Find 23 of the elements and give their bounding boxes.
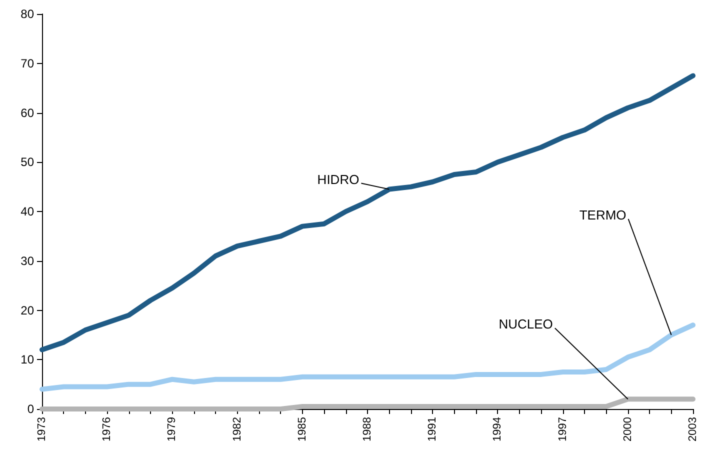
y-tick-label: 30 bbox=[20, 254, 34, 268]
y-tick-label: 0 bbox=[27, 402, 34, 416]
text: NUCLEO bbox=[498, 316, 553, 332]
x-tick-label: 1994 bbox=[492, 417, 504, 442]
text: TERMO bbox=[579, 207, 626, 222]
y-tick-label: 20 bbox=[20, 303, 34, 318]
series-label: HIDRO bbox=[317, 172, 360, 187]
x-tick-label: 1985 bbox=[296, 417, 308, 442]
y-tick-label: 40 bbox=[20, 204, 34, 218]
x-tick-label: 1979 bbox=[166, 417, 178, 442]
y-tick-label: 60 bbox=[20, 106, 34, 120]
x-tick-label: 1991 bbox=[426, 417, 439, 442]
x-tick-label: 1973 bbox=[36, 417, 48, 442]
x-tick-label: 2000 bbox=[622, 417, 634, 442]
y-tick-label: 70 bbox=[20, 56, 34, 70]
y-tick-label: 80 bbox=[20, 7, 34, 21]
y-tick-label: 50 bbox=[20, 155, 34, 170]
x-tick-label: 1976 bbox=[101, 417, 114, 442]
x-tick-label: 1997 bbox=[556, 417, 569, 442]
y-tick-label: 10 bbox=[20, 352, 34, 367]
x-tick-label: 2003 bbox=[687, 417, 699, 442]
x-tick-label: 1982 bbox=[231, 417, 244, 442]
x-tick-label: 1988 bbox=[362, 417, 374, 442]
